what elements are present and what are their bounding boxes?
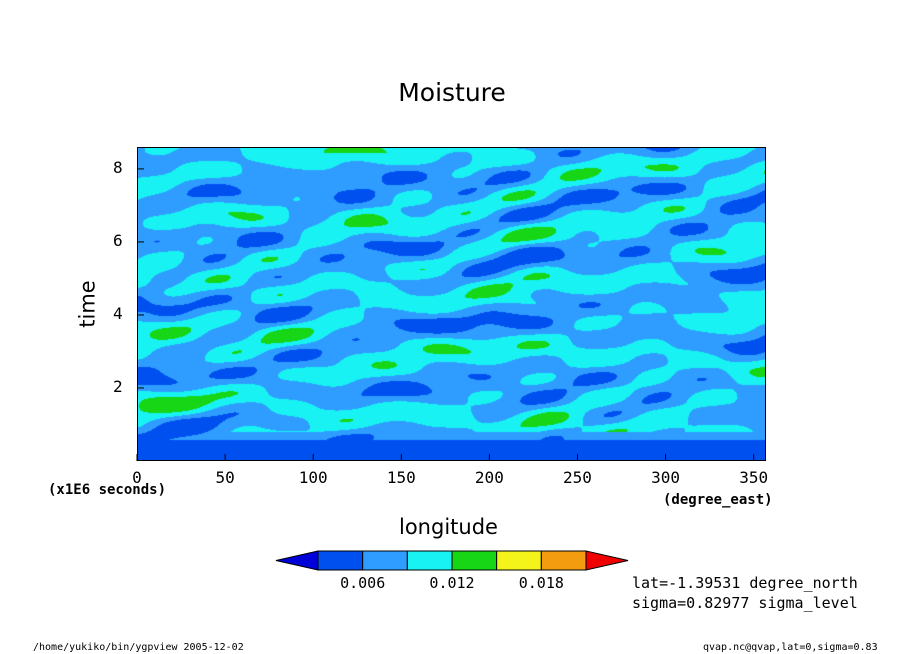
x-tick-label: 100 [298, 468, 328, 487]
y-tick-label: 6 [113, 230, 123, 250]
y-axis-label: time [75, 280, 100, 328]
colorbar-swatch [406, 550, 453, 571]
colorbar-tick-label: 0.012 [429, 574, 475, 592]
y-tick-label: 4 [113, 303, 123, 323]
x-axis-ticks [136, 454, 755, 461]
footer-right: qvap.nc@qvap,lat=0,sigma=0.83 [703, 642, 878, 653]
y-tick-label: 2 [113, 376, 123, 396]
footer-left: /home/yukiko/bin/ygpview 2005-12-02 [33, 642, 244, 653]
sigma-annotation: sigma=0.82977 sigma_level [632, 594, 858, 612]
x-tick-label: 350 [739, 468, 769, 487]
heatmap-plot-area [137, 147, 766, 461]
x-tick-label: 150 [386, 468, 416, 487]
x-axis-label: longitude [399, 515, 498, 539]
latitude-annotation: lat=-1.39531 degree_north [632, 574, 858, 592]
colorbar-swatch [451, 550, 498, 571]
colorbar-max-arrow [585, 550, 629, 571]
x-tick-label: 300 [651, 468, 681, 487]
colorbar-swatch [496, 550, 542, 571]
colorbar [275, 550, 629, 571]
x-tick-label: 200 [474, 468, 504, 487]
colorbar-swatch [362, 550, 408, 571]
colorbar-swatch [540, 550, 587, 571]
x-tick-label: 50 [215, 468, 235, 487]
x-tick-label: 250 [563, 468, 592, 487]
chart-title: Moisture [398, 78, 506, 107]
x-tick-label: 0 [132, 468, 142, 487]
colorbar-swatch [317, 550, 364, 571]
colorbar-tick-label: 0.006 [340, 574, 386, 592]
x-axis-unit: (degree_east) [663, 492, 773, 508]
y-axis-unit: (x1E6 seconds) [48, 482, 167, 498]
y-axis-ticks [137, 168, 144, 389]
colorbar-tick-label: 0.018 [518, 574, 564, 592]
moisture-field [138, 148, 765, 460]
colorbar-min-arrow [275, 550, 319, 571]
y-tick-label: 8 [113, 157, 123, 177]
